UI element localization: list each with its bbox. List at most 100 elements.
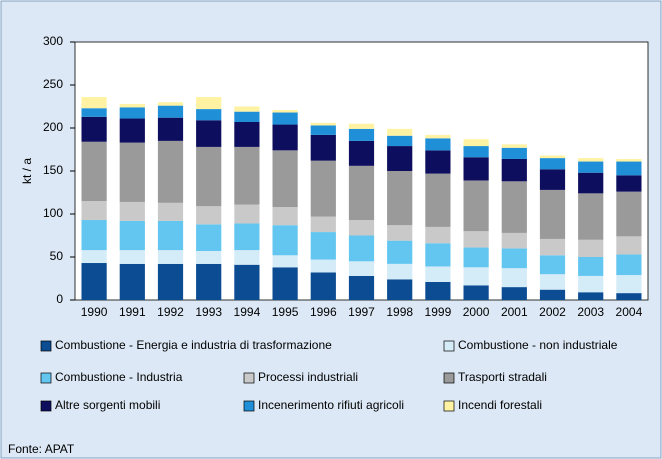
bar-segment	[196, 250, 222, 264]
x-tick-label: 1995	[272, 305, 299, 319]
bar-segment	[272, 255, 298, 268]
bar-segment	[501, 248, 527, 269]
bar-segment	[196, 97, 222, 110]
bar-segment	[196, 206, 222, 225]
bar-segment	[539, 274, 566, 290]
bar-segment	[463, 157, 489, 181]
bar-segment	[196, 146, 222, 207]
bar-segment	[501, 158, 527, 182]
bar-segment	[81, 141, 107, 202]
bar-segment	[616, 161, 642, 176]
bar-segment	[387, 279, 413, 300]
bar-segment	[425, 243, 451, 267]
bar-segment	[578, 239, 604, 257]
bar-segment	[539, 169, 566, 190]
bar-segment	[157, 250, 184, 264]
y-tick-label: 100	[43, 206, 63, 220]
x-tick-label: 2002	[539, 305, 566, 319]
bar-segment	[157, 263, 184, 300]
bar-segment	[539, 158, 566, 170]
legend-label: Trasporti stradali	[458, 370, 547, 384]
bar-segment	[539, 255, 566, 275]
bar-segment	[348, 235, 375, 262]
bar-segment	[578, 257, 604, 276]
bar-segment	[81, 116, 107, 142]
bar-segment	[539, 155, 566, 159]
y-tick-label: 0	[56, 292, 63, 306]
bar-segment	[310, 272, 336, 300]
bar-segment	[425, 281, 451, 300]
bar-segment	[501, 232, 527, 249]
bar-segment	[234, 204, 260, 224]
bar-segment	[157, 117, 184, 141]
bar-segment	[616, 275, 642, 294]
legend-swatch	[443, 372, 455, 384]
bar-segment	[616, 293, 642, 300]
y-tick-label: 200	[43, 120, 63, 134]
bar-segment	[539, 238, 566, 256]
bar-segment	[196, 109, 222, 121]
bar-segment	[387, 240, 413, 264]
bar-segment	[157, 202, 184, 221]
bar-segment	[616, 158, 642, 162]
bar-segment	[578, 275, 604, 293]
bar-segment	[272, 225, 298, 256]
bar-segment	[348, 275, 375, 300]
y-tick-label: 250	[43, 77, 63, 91]
bar-segment	[425, 150, 451, 174]
bar-segment	[616, 236, 642, 255]
bar-segment	[157, 102, 184, 106]
x-tick-label: 1993	[195, 305, 222, 319]
bar-segment	[310, 216, 336, 233]
bar-segment	[81, 263, 107, 300]
legend-label: Combustione - Industria	[55, 370, 183, 384]
bar-segment	[539, 189, 566, 239]
legend-label: Combustione - non industriale	[458, 338, 618, 352]
bar-segment	[578, 161, 604, 173]
bar-segment	[348, 140, 375, 166]
bar-segment	[157, 220, 184, 251]
x-tick-label: 1998	[386, 305, 413, 319]
bar-segment	[501, 144, 527, 148]
bar-segment	[157, 105, 184, 118]
bar-segment	[119, 250, 145, 264]
bar-segment	[463, 231, 489, 248]
bar-segment	[463, 180, 489, 232]
bar-segment	[234, 146, 260, 205]
bar-segment	[119, 263, 145, 300]
bar-segment	[119, 201, 145, 221]
x-tick-label: 2004	[616, 305, 643, 319]
bar-segment	[463, 146, 489, 158]
bar-segment	[387, 225, 413, 241]
bar-segment	[348, 128, 375, 141]
x-tick-label: 1999	[425, 305, 452, 319]
x-tick-label: 1992	[157, 305, 184, 319]
bar-segment	[234, 250, 260, 265]
bar-segment	[578, 193, 604, 240]
bar-segment	[310, 232, 336, 260]
bar-segment	[616, 175, 642, 192]
bar-segment	[501, 147, 527, 159]
bar-segment	[119, 103, 145, 108]
bar-segment	[348, 123, 375, 129]
legend-swatch	[243, 400, 255, 412]
legend-swatch	[40, 340, 52, 352]
bar-segment	[272, 267, 298, 300]
bar-segment	[425, 226, 451, 244]
legend-label: Incendi forestali	[458, 398, 542, 412]
legend-swatch	[40, 400, 52, 412]
bar-segment	[616, 191, 642, 237]
y-tick-label: 50	[50, 249, 64, 263]
bar-segment	[272, 124, 298, 151]
bar-segment	[463, 247, 489, 268]
bar-segment	[578, 172, 604, 194]
bar-segment	[501, 287, 527, 300]
bar-segment	[81, 108, 107, 117]
x-tick-label: 2003	[577, 305, 604, 319]
bar-segment	[196, 120, 222, 147]
bar-segment	[119, 142, 145, 202]
x-tick-label: 2001	[501, 305, 528, 319]
y-tick-label: 150	[43, 163, 63, 177]
source: Fonte: APAT	[8, 442, 75, 456]
